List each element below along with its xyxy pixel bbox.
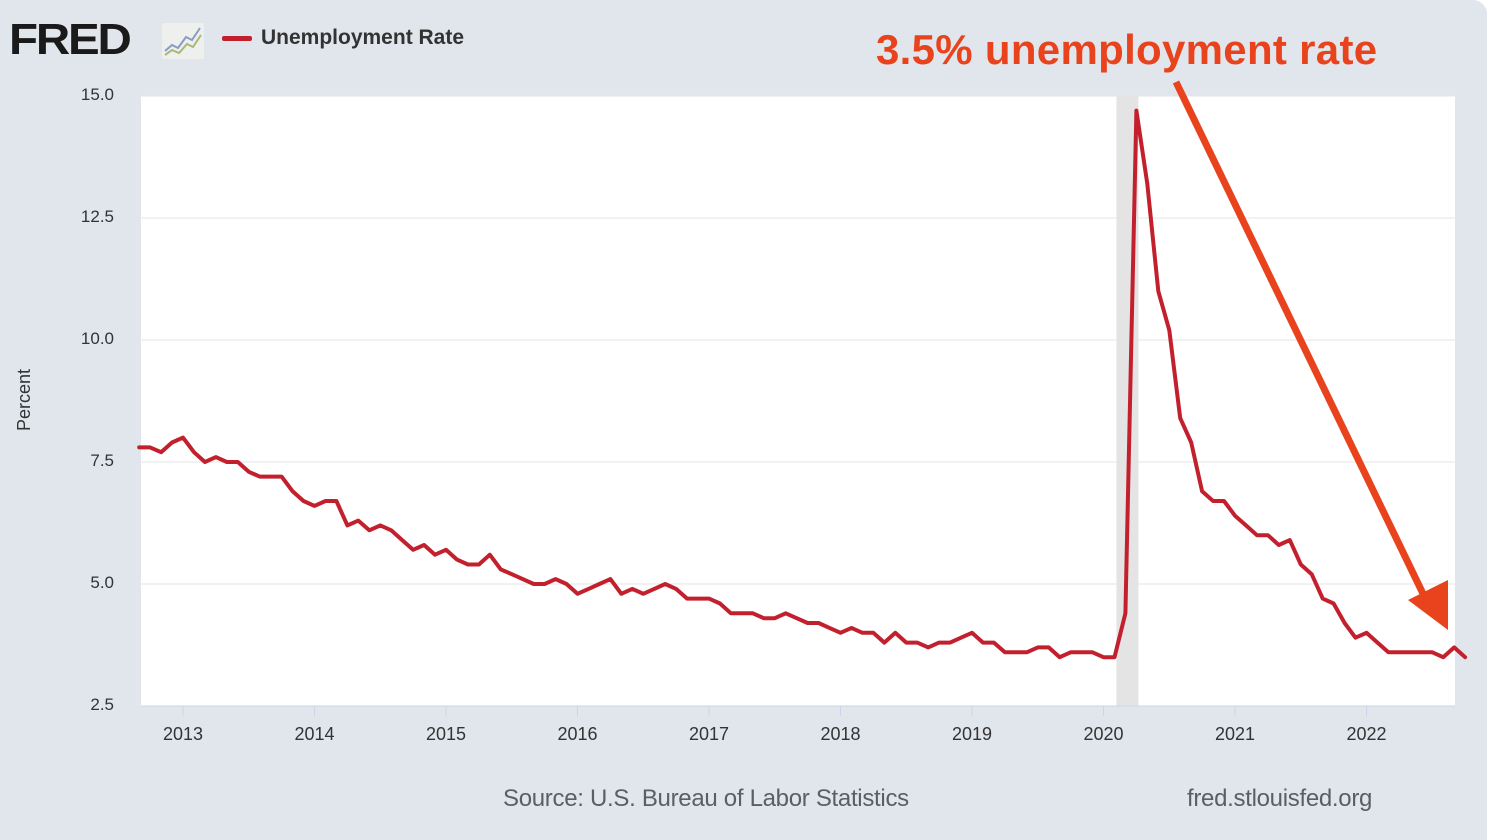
legend-label: Unemployment Rate xyxy=(261,26,465,49)
x-tick-label: 2021 xyxy=(1214,724,1256,744)
source-text: Source: U.S. Bureau of Labor Statistics xyxy=(503,785,909,812)
x-tick-label: 2018 xyxy=(820,724,861,744)
gridlines xyxy=(141,95,1455,585)
x-tick-label: 2013 xyxy=(162,724,204,744)
x-tick-label: 2014 xyxy=(294,724,335,744)
x-tick-label: 2022 xyxy=(1346,724,1387,744)
x-tick-label: 2015 xyxy=(425,724,467,744)
line-chart-icon xyxy=(162,23,204,59)
y-tick-label: 15.0 xyxy=(80,85,114,104)
arrow-down-right-icon xyxy=(1172,80,1448,630)
legend-swatch xyxy=(222,36,252,41)
y-tick-label: 10.0 xyxy=(80,329,114,348)
x-tick-label: 2019 xyxy=(951,724,993,744)
website-link[interactable]: fred.stlouisfed.org xyxy=(1187,785,1373,812)
series-line-unemployment-rate xyxy=(137,108,1468,660)
y-tick-label: 7.5 xyxy=(90,451,114,470)
annotation-text: 3.5% unemployment rate xyxy=(876,26,1378,73)
fred-logo[interactable]: FRED xyxy=(9,15,132,64)
x-tick-label: 2020 xyxy=(1083,724,1124,744)
x-tick-marks xyxy=(182,706,1367,716)
y-tick-label: 2.5 xyxy=(90,695,114,714)
x-tick-label: 2017 xyxy=(688,724,730,744)
y-tick-label: 12.5 xyxy=(80,207,114,226)
plot-area xyxy=(141,96,1455,706)
y-tick-label: 5.0 xyxy=(90,573,114,592)
x-tick-label: 2016 xyxy=(557,724,598,744)
